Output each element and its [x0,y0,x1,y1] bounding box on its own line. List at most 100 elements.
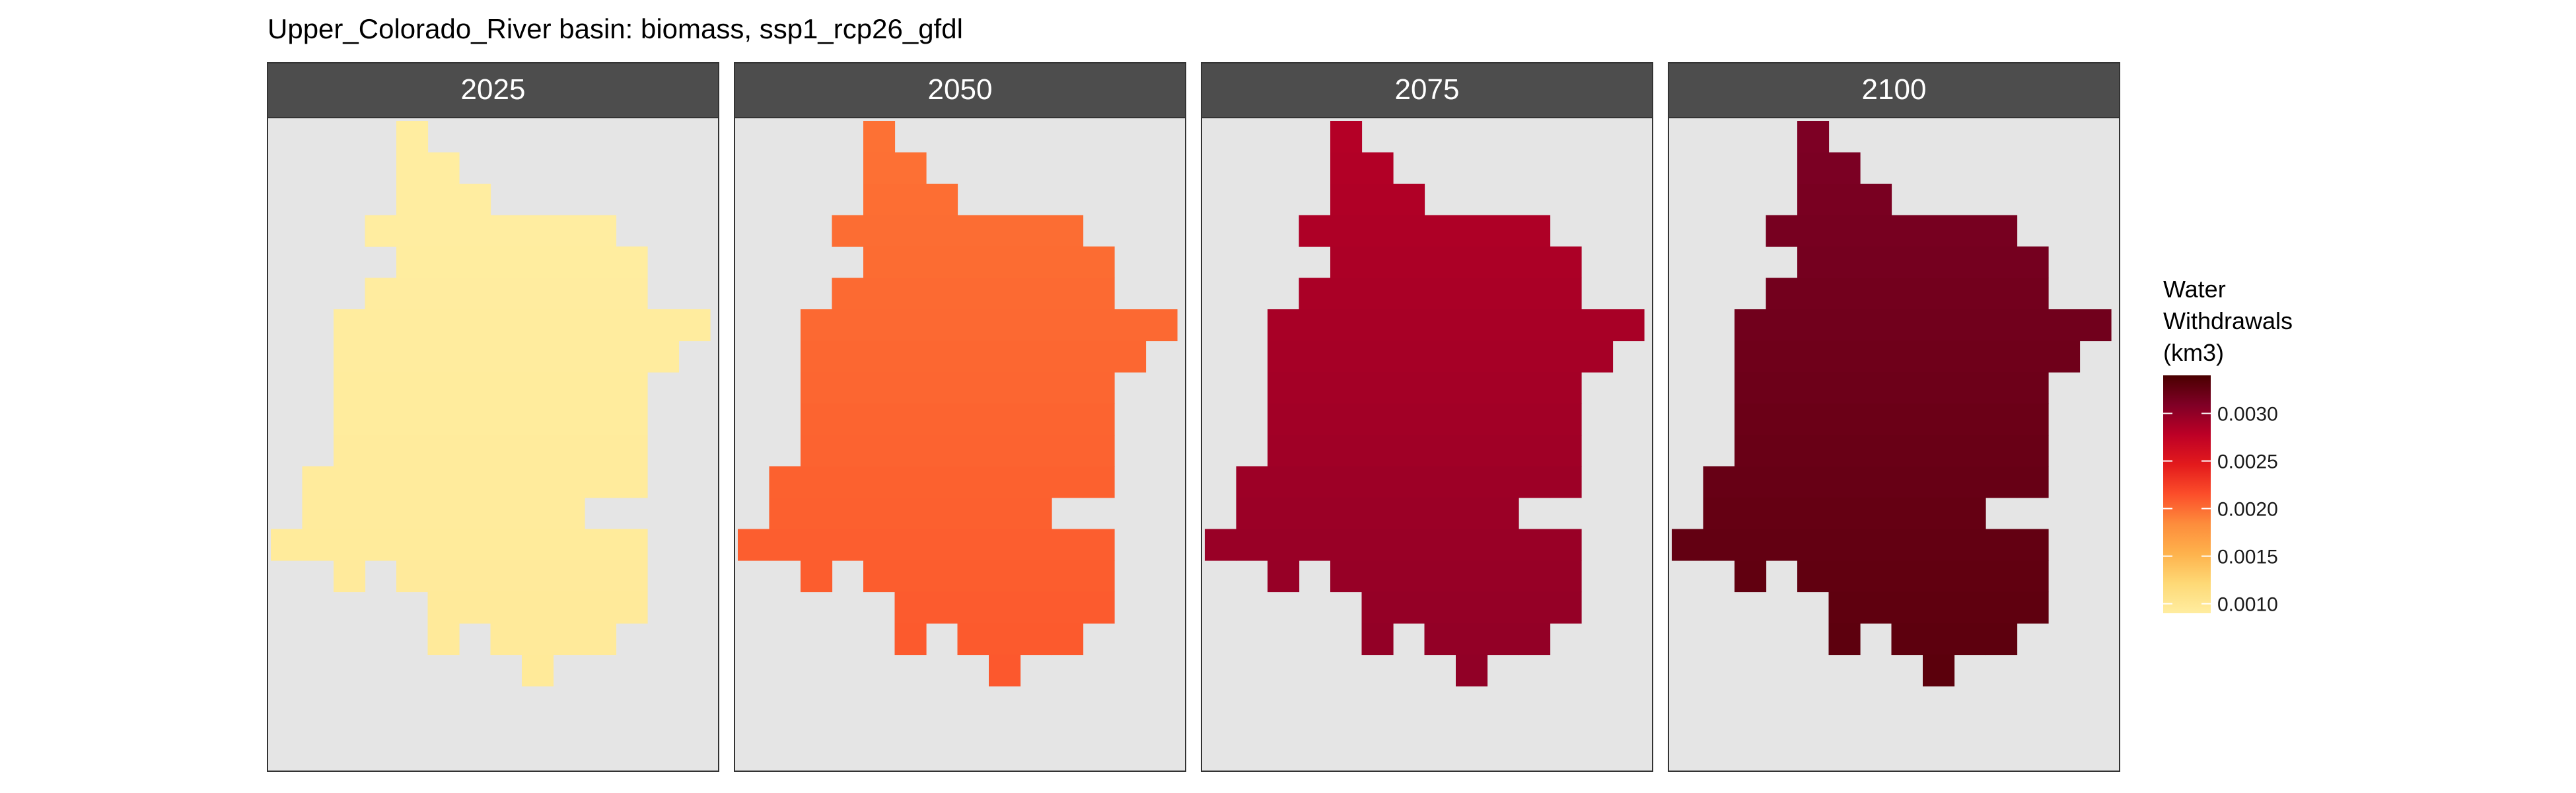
grid-cell [894,466,927,498]
grid-cell [1828,309,1861,342]
grid-cell [1550,372,1582,404]
grid-cell [2017,309,2049,342]
grid-cell [427,466,460,498]
grid-cell [1860,372,1892,404]
grid-cell [490,372,522,404]
grid-cell [427,215,460,247]
grid-cell [616,278,648,310]
grid-cell [1828,372,1861,404]
grid-cell [957,435,989,467]
grid-cell [1860,246,1892,279]
chart-title: Upper_Colorado_River basin: biomass, ssp… [268,13,963,44]
grid-cell [989,372,1021,404]
grid-cell [1268,309,1300,342]
grid-cell [1891,466,1923,498]
grid-cell [1268,529,1300,561]
grid-cell [1891,403,1923,435]
grid-cell [863,435,896,467]
grid-cell [989,591,1021,624]
grid-cell [832,466,864,498]
grid-cell [1424,215,1456,247]
grid-cell [1986,560,2018,593]
grid-cell [616,591,648,624]
grid-cell [738,529,770,561]
grid-cell [1550,466,1582,498]
grid-cell [1891,529,1923,561]
grid-cell [1361,184,1394,216]
grid-cell [832,340,864,373]
grid-cell [1052,466,1084,498]
grid-cell [365,403,397,435]
facet-2075: 2075 [1201,62,1653,772]
grid-cell [1393,278,1425,310]
grid-cell [365,372,397,404]
grid-cell [1923,466,1955,498]
grid-cell [926,435,958,467]
grid-cell [894,560,927,593]
grid-cell [894,498,927,530]
grid-cell [957,372,989,404]
grid-cell [1083,309,1115,342]
grid-cell [1487,246,1519,279]
grid-cell [1393,560,1425,593]
grid-cell [2079,309,2112,342]
grid-cell [365,529,397,561]
grid-cell [801,403,833,435]
grid-cell [1361,591,1394,624]
grid-cell [1519,529,1551,561]
grid-cell [396,372,429,404]
grid-cell [1268,435,1300,467]
grid-cell [616,560,648,593]
grid-cell [2017,340,2049,373]
grid-cell [1954,403,1986,435]
grid-cell [1020,591,1052,624]
grid-cell [522,466,554,498]
grid-cell [1923,435,1955,467]
grid-cell [1766,466,1798,498]
grid-cell [1299,435,1331,467]
grid-cell [1860,560,1892,593]
grid-cell [1766,372,1798,404]
grid-cell [769,498,801,530]
grid-cell [1268,403,1300,435]
grid-cell [894,215,927,247]
grid-cell [1205,529,1237,561]
grid-cell [553,623,585,656]
grid-cell [427,372,460,404]
grid-cell [863,152,896,184]
grid-cell [2048,309,2081,342]
grid-cell [1923,340,1955,373]
grid-cell [832,529,864,561]
grid-cell [2017,560,2049,593]
grid-cell [553,466,585,498]
grid-cell [989,215,1021,247]
grid-cell [490,215,522,247]
grid-cell [459,309,491,342]
grid-cell [1361,435,1394,467]
grid-cell [989,435,1021,467]
grid-cell [1393,529,1425,561]
legend-ticks: 0.0010 0.0015 0.0020 0.0025 0.0030 [2163,404,2278,616]
grid-cell [616,466,648,498]
grid-cell [365,278,397,310]
grid-cell [522,560,554,593]
grid-cell [1020,529,1052,561]
grid-cell [2017,435,2049,467]
grid-cell [522,654,554,687]
grid-cell [616,403,648,435]
grid-cell [1393,215,1425,247]
grid-cell [1052,623,1084,656]
grid-cell [832,435,864,467]
grid-cell [1581,309,1614,342]
grid-cell [522,529,554,561]
grid-cell [1268,340,1300,373]
grid-cell [1236,529,1268,561]
grid-cell [427,340,460,373]
grid-cell [522,403,554,435]
grid-cell [2017,529,2049,561]
grid-cell [1797,309,1830,342]
grid-cell [1052,215,1084,247]
grid-cell [1766,340,1798,373]
grid-cell [1456,529,1488,561]
grid-cell [1986,529,2018,561]
